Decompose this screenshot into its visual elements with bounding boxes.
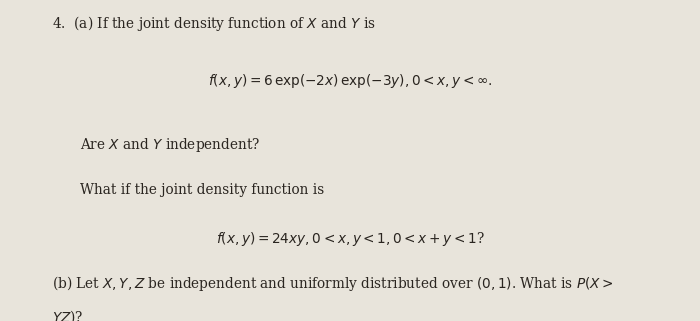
Text: Are $X$ and $Y$ independent?: Are $X$ and $Y$ independent?: [80, 136, 260, 154]
Text: 4.  (a) If the joint density function of $X$ and $Y$ is: 4. (a) If the joint density function of …: [52, 14, 376, 33]
Text: (b) Let $X, Y, Z$ be independent and uniformly distributed over $(0, 1)$. What i: (b) Let $X, Y, Z$ be independent and uni…: [52, 274, 614, 293]
Text: What if the joint density function is: What if the joint density function is: [80, 183, 325, 197]
Text: $f(x, y) = 24xy, 0 < x, y < 1, 0 < x + y < 1$?: $f(x, y) = 24xy, 0 < x, y < 1, 0 < x + y…: [216, 230, 484, 247]
Text: $f(x, y) = 6\,\mathrm{exp}(-2x)\,\mathrm{exp}(-3y), 0 < x, y < \infty.$: $f(x, y) = 6\,\mathrm{exp}(-2x)\,\mathrm…: [208, 72, 492, 90]
Text: $YZ$)?: $YZ$)?: [52, 308, 84, 321]
